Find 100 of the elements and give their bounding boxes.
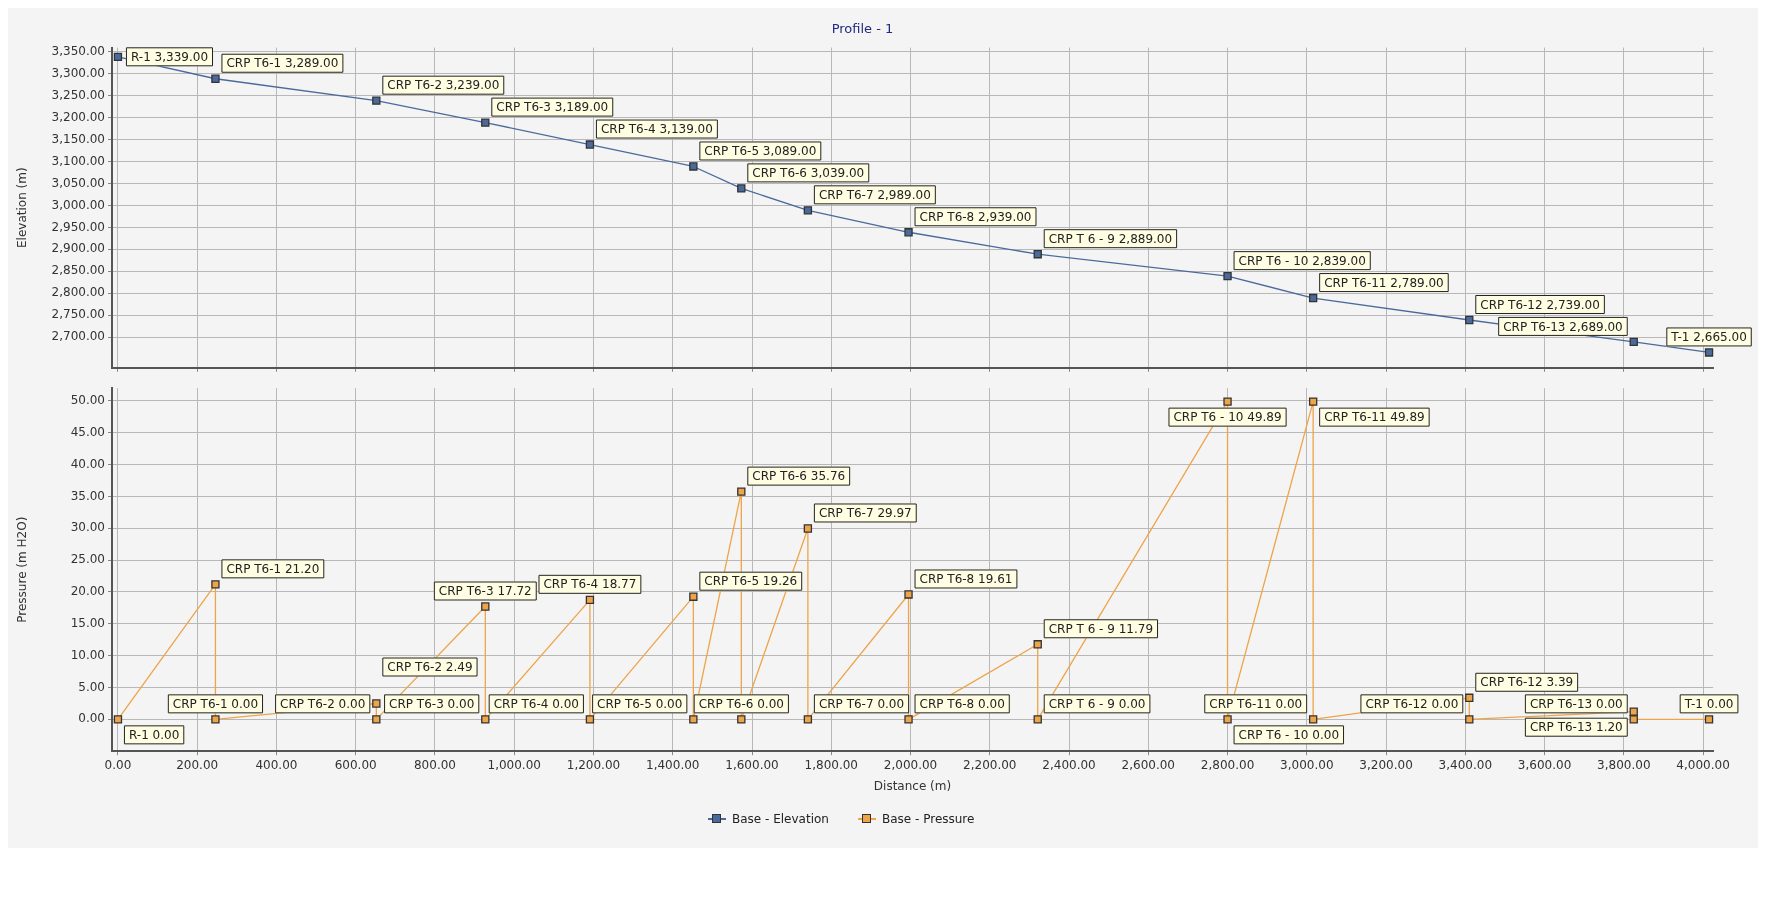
point xyxy=(211,580,220,589)
chart-title: Profile - 1 xyxy=(831,21,894,37)
point xyxy=(904,228,913,237)
x-tick-label: 1,600.00 xyxy=(725,757,779,772)
data-label: CRP T6-3 3,189.00 xyxy=(496,100,609,115)
data-label: CRP T6-6 35.76 xyxy=(752,469,846,484)
point xyxy=(1223,271,1232,281)
y-tick-label: 15.00 xyxy=(70,615,105,630)
point xyxy=(1223,397,1232,406)
data-label: CRP T6-2 0.00 xyxy=(280,696,366,711)
y-tick-label: 2,750.00 xyxy=(51,307,105,322)
data-label: CRP T6-12 2,739.00 xyxy=(1480,297,1600,312)
data-label: CRP T6-12 0.00 xyxy=(1365,696,1459,711)
x-tick-label: 2,400.00 xyxy=(1042,757,1096,772)
data-label: CRP T6-13 1.20 xyxy=(1529,720,1623,735)
data-label: R-1 3,339.00 xyxy=(130,49,209,64)
point xyxy=(904,715,913,724)
data-label: CRP T6-12 3.39 xyxy=(1480,675,1574,690)
point xyxy=(372,699,381,708)
y-axis-title: Elevation (m) xyxy=(15,167,30,248)
point xyxy=(211,74,220,83)
y-axis-title: Pressure (m H2O) xyxy=(15,516,30,623)
point xyxy=(803,206,813,215)
x-tick-label: 1,000.00 xyxy=(487,757,541,772)
x-tick-label: 1,200.00 xyxy=(566,757,621,772)
data-label: CRP T6-13 2,689.00 xyxy=(1503,319,1623,334)
x-tick-label: 3,000.00 xyxy=(1280,757,1334,772)
data-label: CRP T6-5 0.00 xyxy=(597,696,683,711)
y-tick-label: 3,350.00 xyxy=(51,44,105,59)
point xyxy=(689,162,698,171)
x-tick-label: 600.00 xyxy=(334,757,377,772)
data-label: CRP T6-1 0.00 xyxy=(172,696,259,711)
point xyxy=(689,715,698,724)
data-label: CRP T6-4 3,139.00 xyxy=(600,122,713,137)
point xyxy=(1629,337,1638,347)
point xyxy=(1465,693,1474,702)
data-label: CRP T6-7 2,989.00 xyxy=(818,187,931,202)
point xyxy=(904,590,913,599)
point xyxy=(211,715,220,724)
y-tick-label: 3,150.00 xyxy=(51,131,105,146)
point xyxy=(1033,250,1042,259)
data-label: CRP T 6 - 9 11.79 xyxy=(1048,621,1154,636)
y-tick-label: 3,050.00 xyxy=(51,175,105,190)
data-label: CRP T6-1 21.20 xyxy=(226,561,320,576)
x-tick-label: 2,200.00 xyxy=(963,757,1017,772)
y-tick-label: 20.00 xyxy=(70,584,105,599)
point xyxy=(1308,715,1318,724)
data-label: CRP T6-8 19.61 xyxy=(919,572,1013,587)
point xyxy=(372,715,381,724)
y-tick-label: 2,850.00 xyxy=(51,263,105,278)
point xyxy=(481,602,490,611)
data-label: CRP T6-13 0.00 xyxy=(1529,696,1623,711)
point xyxy=(372,96,381,105)
x-tick-label: 1,800.00 xyxy=(804,757,858,772)
y-tick-label: 50.00 xyxy=(70,393,105,408)
y-tick-label: 3,250.00 xyxy=(51,87,105,102)
data-label: R-1 0.00 xyxy=(128,727,180,742)
data-label: T-1 0.00 xyxy=(1683,696,1734,711)
data-label: T-1 2,665.00 xyxy=(1670,330,1747,345)
data-label: CRP T6-7 29.97 xyxy=(818,506,912,521)
x-tick-label: 3,800.00 xyxy=(1597,757,1651,772)
data-label: CRP T6-11 2,789.00 xyxy=(1324,275,1444,290)
y-tick-label: 0.00 xyxy=(78,711,105,726)
x-tick-label: 1,400.00 xyxy=(646,757,700,772)
point xyxy=(585,715,595,724)
data-label: CRP T6-4 18.77 xyxy=(543,577,637,592)
y-tick-label: 35.00 xyxy=(70,488,105,503)
x-tick-label: 200.00 xyxy=(176,757,219,772)
point xyxy=(1465,715,1474,724)
data-label: CRP T6 - 10 2,839.00 xyxy=(1238,253,1366,268)
point xyxy=(481,118,490,127)
point xyxy=(1033,715,1042,724)
x-tick-label: 0.00 xyxy=(104,757,132,772)
point xyxy=(1465,315,1474,325)
data-label: CRP T6-5 19.26 xyxy=(704,574,798,589)
data-label: CRP T6-11 49.89 xyxy=(1324,410,1425,425)
x-tick-label: 4,000.00 xyxy=(1676,757,1730,772)
legend-label: Base - Elevation xyxy=(732,812,829,826)
data-label: CRP T6-2 2.49 xyxy=(387,660,473,675)
y-tick-label: 40.00 xyxy=(70,456,105,471)
y-tick-label: 3,200.00 xyxy=(51,109,105,124)
data-label: CRP T6-5 3,089.00 xyxy=(704,144,817,159)
point xyxy=(803,715,813,724)
y-tick-label: 10.00 xyxy=(70,647,105,662)
point xyxy=(113,715,123,724)
point xyxy=(803,524,813,533)
y-tick-label: 3,000.00 xyxy=(51,197,105,212)
point xyxy=(113,52,123,61)
x-tick-label: 3,400.00 xyxy=(1438,757,1493,772)
legend-label: Base - Pressure xyxy=(882,812,975,826)
x-tick-label: 800.00 xyxy=(413,757,456,772)
data-label: CRP T 6 - 9 2,889.00 xyxy=(1048,231,1173,246)
data-label: CRP T6-7 0.00 xyxy=(818,696,905,711)
point xyxy=(481,715,490,724)
y-tick-label: 3,300.00 xyxy=(51,66,105,81)
point xyxy=(737,715,746,724)
x-tick-label: 400.00 xyxy=(255,757,298,772)
x-axis-title: Distance (m) xyxy=(873,778,952,793)
data-label: CRP T6-3 17.72 xyxy=(438,584,532,599)
point xyxy=(1308,293,1318,303)
